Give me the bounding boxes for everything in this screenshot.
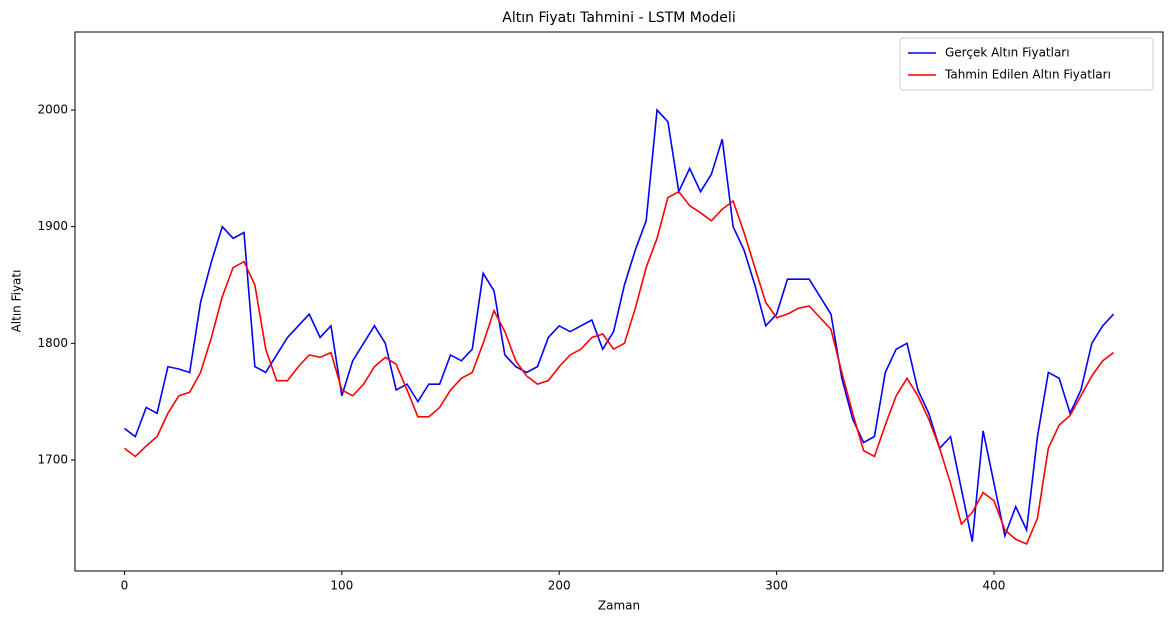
y-tick-label: 1700 (37, 452, 68, 466)
x-tick-label: 400 (983, 579, 1006, 593)
series-line (123, 190, 1115, 545)
x-tick-label: 100 (330, 579, 353, 593)
x-tick-label: 200 (548, 579, 571, 593)
y-axis-label: Altın Fiyatı (10, 270, 24, 333)
x-tick-label: 0 (121, 579, 129, 593)
legend-label: Gerçek Altın Fiyatları (945, 46, 1070, 60)
plot-frame (74, 31, 1164, 572)
y-tick-label: 1800 (37, 336, 68, 350)
legend-label: Tahmin Edilen Altın Fiyatları (944, 68, 1111, 82)
x-axis-label: Zaman (598, 599, 640, 613)
chart-title: Altın Fiyatı Tahmini - LSTM Modeli (502, 10, 735, 26)
x-tick-label: 300 (765, 579, 788, 593)
series-line (123, 108, 1115, 542)
y-tick-label: 1900 (37, 219, 68, 233)
y-tick-label: 2000 (37, 103, 68, 117)
legend-box (899, 37, 1154, 91)
